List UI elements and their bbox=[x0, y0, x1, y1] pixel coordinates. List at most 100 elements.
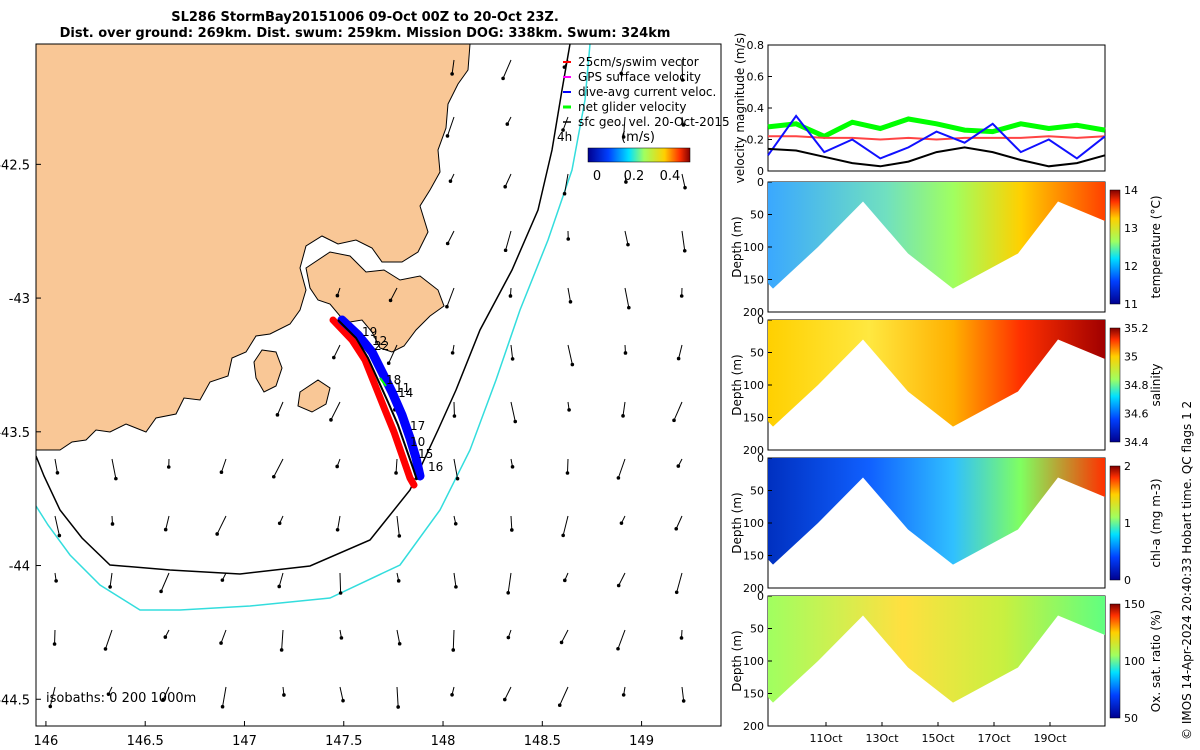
current-vector-head bbox=[510, 528, 514, 532]
track-labels: 19 12 22 18 11 14 17 10 15 16 bbox=[362, 325, 443, 474]
current-vector bbox=[339, 572, 342, 594]
legend-4h-label: 4h bbox=[557, 130, 572, 144]
current-vector-head bbox=[683, 185, 687, 190]
profile-y-tick-label: 0 bbox=[757, 314, 764, 327]
current-vector bbox=[622, 401, 626, 416]
map-y-tick-label: -43 bbox=[9, 292, 30, 307]
current-vector-field bbox=[48, 59, 687, 709]
map-y-tick-label: -43.5 bbox=[0, 426, 30, 441]
current-vector-head bbox=[562, 65, 567, 69]
current-vector-head bbox=[624, 180, 628, 184]
current-vector-head bbox=[621, 135, 626, 139]
profile-x-tick-label: 15Oct bbox=[921, 732, 955, 745]
current-vector-head bbox=[623, 351, 628, 355]
velocity-axis: 0 0.2 0.4 0.6 0.8 bbox=[747, 39, 772, 178]
profile-panel-1: 0 50 100 150 200 Depth (m) 11 12 13 14 temperature… bbox=[730, 176, 1163, 319]
profile-ylabel: Depth (m) bbox=[730, 630, 744, 691]
current-vector-head bbox=[506, 591, 510, 595]
profile-ylabel: Depth (m) bbox=[730, 492, 744, 553]
velocity-y-tick-label: 0.4 bbox=[747, 102, 765, 115]
map-x-tick-label: 148 bbox=[431, 734, 456, 749]
current-vector-head bbox=[565, 471, 570, 475]
current-vector bbox=[330, 401, 341, 421]
map-axes: 146 146.5 147 147.5 148 148.5 149 -42.5 -43 -43.5… bbox=[0, 158, 654, 749]
legend-net-label: net glider velocity bbox=[578, 100, 686, 114]
colorbar-tick: 0.4 bbox=[660, 169, 681, 184]
current-vector-head bbox=[163, 527, 168, 532]
current-vector bbox=[562, 116, 569, 131]
current-vector-head bbox=[57, 533, 62, 538]
current-vector-head bbox=[271, 474, 276, 479]
track-label: 12 bbox=[372, 334, 387, 348]
current-vector-head bbox=[48, 704, 53, 709]
current-vector-head bbox=[681, 699, 686, 703]
map-y-tick-label: -44.5 bbox=[0, 693, 30, 708]
current-vector-head bbox=[106, 692, 111, 696]
profile-ylabel: Depth (m) bbox=[730, 216, 744, 277]
current-vector-head bbox=[674, 590, 679, 595]
profile-panel-2: 0 50 100 150 200 Depth (m) 34.4 34.6 34.8 35 35.2 s… bbox=[730, 314, 1163, 457]
profile-y-tick-label: 100 bbox=[743, 655, 764, 668]
profile-y-tick-label: 0 bbox=[757, 452, 764, 465]
profile-colorbar bbox=[1109, 465, 1121, 581]
colorbar-tick-label: 100 bbox=[1124, 655, 1145, 668]
current-vector bbox=[160, 572, 170, 592]
colorbar-tick-label: 2 bbox=[1124, 460, 1131, 473]
current-vector-head bbox=[386, 361, 391, 365]
colorbar-tick-label: 0 bbox=[1124, 574, 1131, 587]
current-vector-head bbox=[448, 179, 453, 183]
current-vector-head bbox=[341, 698, 345, 703]
current-vector-head bbox=[159, 589, 163, 594]
velocity-ylabel: velocity magnitude (m/s) bbox=[733, 33, 747, 184]
velocity-panel: 0 0.2 0.4 0.6 0.8 velocity magnitude (m/s) bbox=[733, 33, 1106, 184]
profile-y-tick-label: 150 bbox=[743, 274, 764, 287]
colorbar-tick-label: 34.6 bbox=[1124, 408, 1149, 421]
current-vector bbox=[109, 572, 113, 587]
track-label: 16 bbox=[428, 460, 443, 474]
profile-section-fill bbox=[768, 182, 1105, 289]
current-vector-head bbox=[567, 408, 571, 412]
colorbar-label: temperature (°C) bbox=[1149, 196, 1163, 299]
velocity-y-tick-label: 0.8 bbox=[747, 39, 765, 52]
current-vector-head bbox=[674, 526, 679, 531]
colorbar-tick-label: 14 bbox=[1124, 184, 1138, 197]
velocity-y-tick-label: 0.2 bbox=[747, 134, 765, 147]
current-vector bbox=[502, 59, 512, 79]
colorbar-tick-label: 13 bbox=[1124, 222, 1138, 235]
current-vector-head bbox=[163, 635, 168, 639]
colorbar-label: salinity bbox=[1149, 363, 1163, 406]
map-x-tick-label: 146.5 bbox=[127, 734, 164, 749]
current-vector bbox=[446, 287, 455, 307]
current-vector-head bbox=[220, 704, 225, 709]
current-vector bbox=[562, 515, 569, 536]
colorbar-tick: 0 bbox=[593, 169, 601, 184]
legend-sfc-label: sfc geo. vel. 20-Oct-2015 bbox=[578, 115, 730, 129]
track-label: 15 bbox=[418, 447, 433, 461]
land-tasmania bbox=[36, 44, 471, 451]
current-vector-head bbox=[679, 636, 684, 640]
current-vector-head bbox=[513, 419, 518, 424]
colorbar-tick-label: 12 bbox=[1124, 260, 1138, 273]
current-vector-head bbox=[510, 465, 515, 469]
profile-section-fill bbox=[768, 596, 1105, 703]
track-swim-vectors bbox=[329, 316, 418, 489]
current-vector-head bbox=[397, 534, 402, 538]
profile-y-tick-label: 200 bbox=[743, 582, 764, 595]
current-vector bbox=[505, 230, 512, 251]
profile-section-fill bbox=[768, 458, 1105, 565]
current-vector-head bbox=[277, 584, 282, 589]
land-forestier bbox=[305, 251, 445, 353]
current-vector bbox=[681, 230, 686, 251]
current-vector bbox=[278, 572, 284, 587]
colorbar-tick-label: 35.2 bbox=[1124, 322, 1149, 335]
map-x-tick-label: 147.5 bbox=[325, 734, 362, 749]
current-vector-head bbox=[561, 533, 565, 538]
profile-colorbar bbox=[1109, 189, 1121, 305]
current-vector bbox=[510, 401, 516, 422]
current-vector-head bbox=[219, 641, 223, 645]
current-vector-head bbox=[682, 249, 687, 253]
map-frame bbox=[35, 43, 722, 727]
profile-section-fill bbox=[768, 320, 1105, 427]
current-vector bbox=[165, 515, 170, 530]
track-label: 17 bbox=[410, 419, 425, 433]
